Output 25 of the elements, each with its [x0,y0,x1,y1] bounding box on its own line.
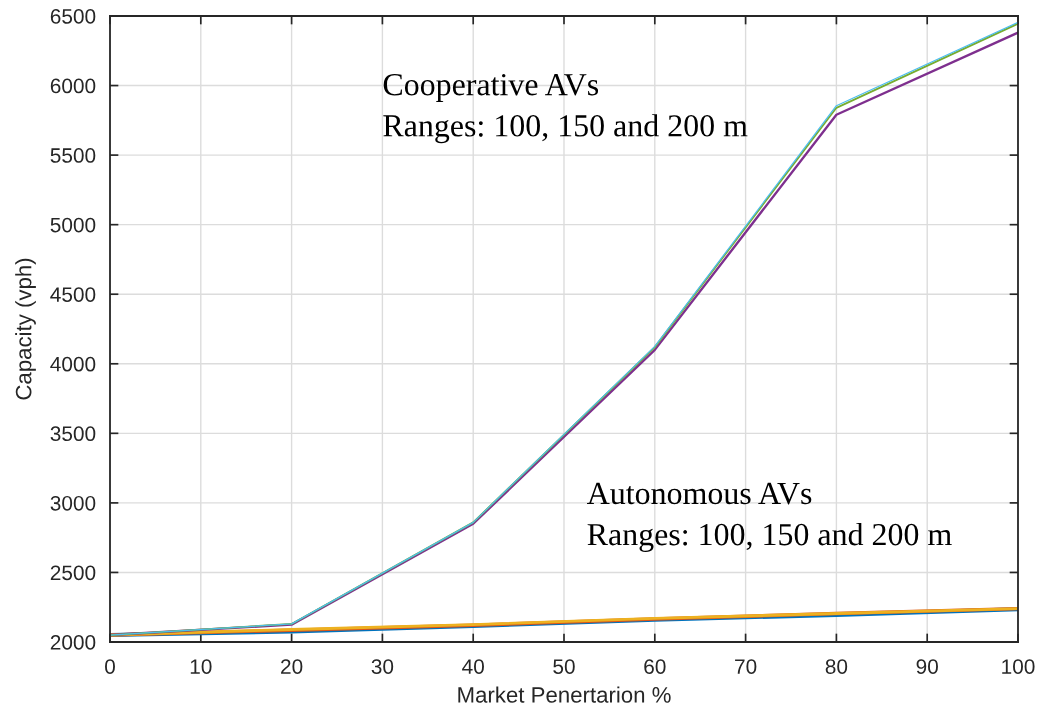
y-tick-label: 2000 [50,635,96,650]
x-tick-label: 10 [190,659,212,674]
y-axis-title: Capacity (vph) [15,258,36,400]
x-tick-label: 50 [553,659,575,674]
x-axis-title: Market Penertarion % [458,686,671,703]
y-tick-label: 6000 [50,78,96,94]
x-tick-label: 80 [825,659,848,674]
y-tick-label: 3000 [50,495,96,511]
y-tick-label: 6500 [50,9,96,24]
x-tick-label: 100 [1002,659,1035,674]
annotation: Autonomous AVs Ranges: 100, 150 and 200 m [587,482,952,552]
y-tick-label: 3500 [50,426,96,442]
x-tick-label: 60 [644,659,666,674]
x-tick-label: 40 [462,659,484,674]
x-tick-label: 70 [735,659,757,674]
y-tick-label: 5000 [50,217,96,233]
annotation: Cooperative AVs Ranges: 100, 150 and 200 m [383,73,748,144]
x-tick-label: 90 [916,659,938,674]
y-tick-label: 5500 [50,148,96,163]
x-tick-label: 20 [281,659,303,674]
x-tick-label: 0 [105,659,115,674]
y-tick-label: 2500 [50,565,96,581]
x-tick-label: 30 [371,659,394,674]
y-tick-label: 4000 [50,356,96,372]
y-tick-label: 4500 [50,287,96,302]
